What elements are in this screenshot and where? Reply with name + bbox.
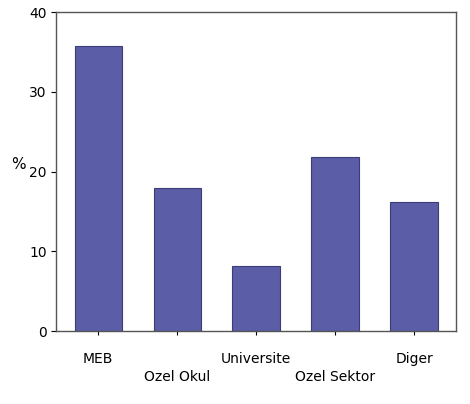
Y-axis label: %: % [11,157,25,172]
Text: Ozel Okul: Ozel Okul [144,370,210,384]
Bar [154,187,201,331]
Text: MEB: MEB [83,352,113,366]
Text: Universite: Universite [221,352,291,366]
Text: Ozel Sektor: Ozel Sektor [295,370,375,384]
Bar [312,157,359,331]
Bar [391,202,438,331]
Bar [233,266,280,331]
Text: Diger: Diger [395,352,433,366]
Bar [75,46,122,331]
